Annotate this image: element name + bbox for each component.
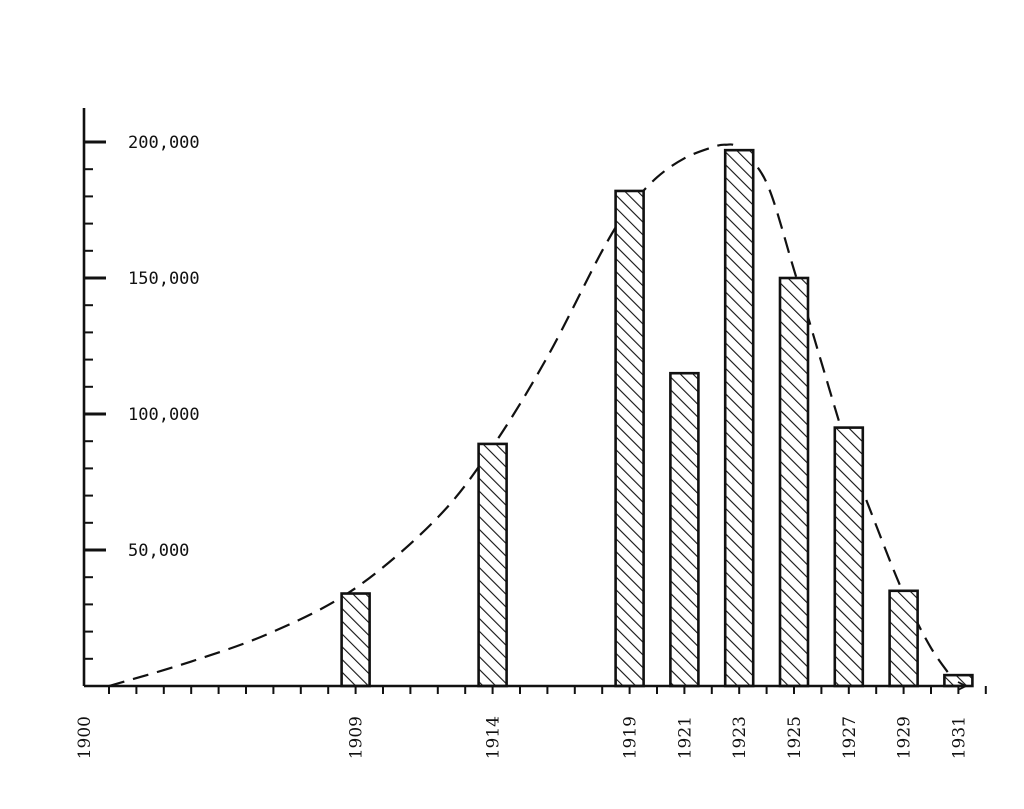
y-ticks-layer: 50,000 100,000 150,000 200,000	[84, 133, 200, 660]
y-tick-label: 50,000	[128, 541, 189, 561]
x-axis-arrow	[957, 681, 969, 691]
bar	[340, 592, 371, 688]
bar	[723, 148, 755, 688]
x-tick-label: 1914	[484, 716, 504, 759]
x-tick-label: 1927	[840, 716, 860, 759]
x-tick-label: 1923	[730, 716, 750, 759]
bar	[614, 189, 645, 688]
bar	[778, 276, 810, 688]
y-tick-label: 200,000	[128, 133, 200, 153]
x-tick-label: 1929	[895, 716, 915, 759]
y-tick-label: 150,000	[128, 269, 200, 289]
x-tick-label: 1909	[347, 716, 367, 759]
x-ticks-layer: 1900 1909 1914 1919 1921 1923 1925 1927 1929 1931	[75, 686, 987, 759]
bar	[669, 371, 700, 688]
bars-layer	[340, 148, 974, 688]
bar	[943, 673, 974, 688]
bar	[888, 589, 919, 688]
x-tick-label: 1919	[621, 716, 641, 759]
axes-layer	[82, 108, 969, 691]
y-tick-label: 100,000	[128, 405, 200, 425]
trend-layer	[108, 143, 960, 688]
bar	[833, 426, 865, 688]
bar	[477, 442, 508, 688]
x-tick-label: 1925	[785, 716, 805, 759]
trend-curve	[108, 143, 960, 688]
x-tick-label: 1921	[675, 716, 695, 759]
x-tick-label: 1900	[75, 716, 95, 759]
x-tick-label: 1931	[949, 716, 969, 759]
